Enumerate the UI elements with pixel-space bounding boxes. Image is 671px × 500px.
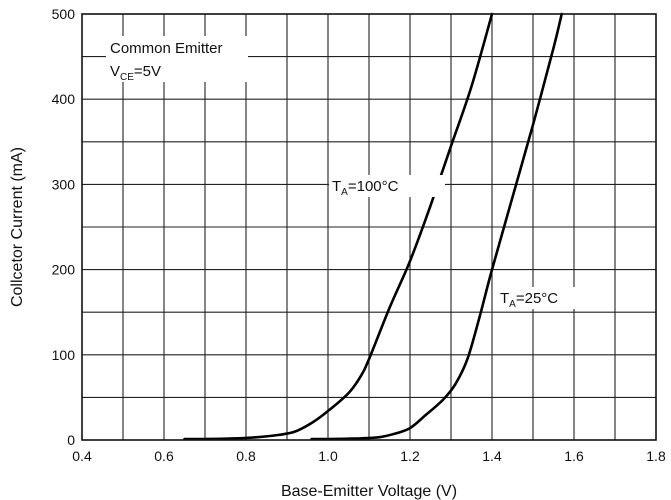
label-100c-sub: A: [341, 187, 348, 198]
x-axis-label: Base-Emitter Voltage (V): [281, 483, 457, 500]
series-label-25c-text: TA=25°C: [500, 290, 558, 310]
series-label-100c-background: [329, 175, 445, 197]
y-tick-label: 0: [67, 432, 75, 448]
y-axis-ticks: 0 100 200 300 400 500: [52, 6, 76, 448]
y-tick-label: 500: [52, 6, 76, 22]
label-25c-sub: A: [509, 299, 516, 310]
series-label-25c: TA=25°C: [497, 287, 575, 310]
y-tick-label: 400: [52, 91, 76, 107]
y-tick-label: 200: [52, 262, 76, 278]
label-25c-rest: =25°C: [516, 290, 558, 307]
y-tick-label: 100: [52, 347, 76, 363]
curves: [183, 12, 563, 441]
x-axis-ticks: 0.4 0.6 0.8 1.0 1.2 1.4 1.6 1.8: [72, 448, 666, 464]
x-tick-label: 0.8: [236, 448, 256, 464]
condition-annotation: Common Emitter VCE=5V: [106, 36, 248, 83]
series-label-100c-text: TA=100°C: [332, 178, 399, 198]
curve-ta-25c: [310, 12, 563, 441]
plot-frame: [81, 13, 657, 441]
y-axis-label: Collcetor Current (mA): [9, 147, 26, 307]
x-tick-label: 1.4: [482, 448, 502, 464]
curve-ta-100c: [183, 12, 494, 441]
condition-vce-sub: CE: [120, 72, 134, 83]
series-label-100c: TA=100°C: [329, 175, 445, 198]
series-label-25c-background: [497, 287, 575, 309]
condition-line-1: Common Emitter: [110, 40, 223, 57]
condition-vce-rest: =5V: [134, 63, 161, 80]
x-tick-label: 0.4: [72, 448, 92, 464]
y-tick-label: 300: [52, 176, 76, 192]
condition-vce-main: V: [110, 63, 120, 80]
grid: [82, 14, 656, 440]
label-100c-main: T: [332, 178, 341, 195]
label-25c-main: T: [500, 290, 509, 307]
label-100c-rest: =100°C: [348, 178, 399, 195]
x-tick-label: 1.2: [400, 448, 420, 464]
x-tick-label: 1.6: [564, 448, 584, 464]
condition-background: [106, 36, 248, 82]
condition-line-2: VCE=5V: [110, 63, 161, 83]
x-tick-label: 1.8: [646, 448, 666, 464]
x-tick-label: 0.6: [154, 448, 174, 464]
x-tick-label: 1.0: [318, 448, 338, 464]
